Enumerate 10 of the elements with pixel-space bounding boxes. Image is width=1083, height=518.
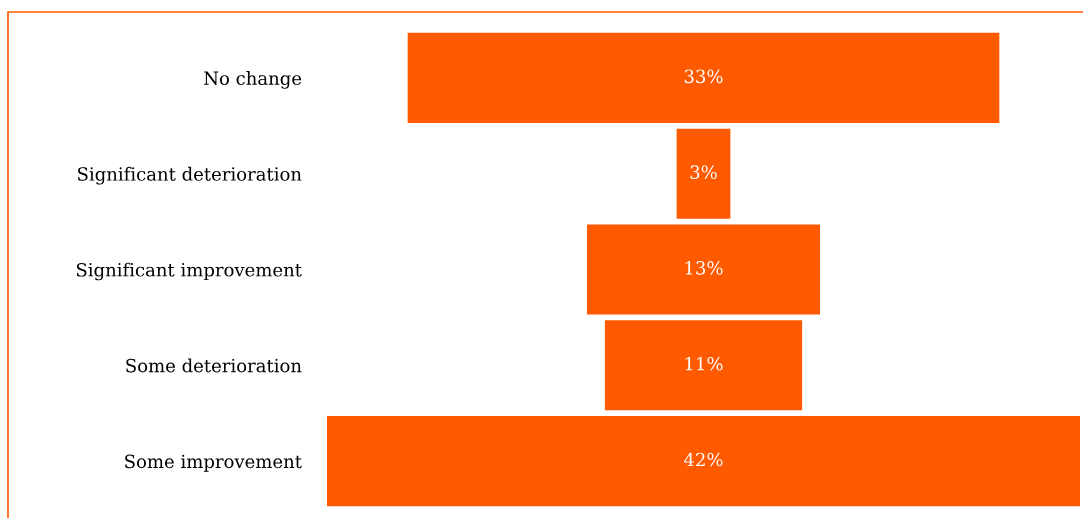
data-label: 13% [685,261,723,275]
data-label: 11% [685,356,723,371]
data-label: 33% [684,69,723,84]
category-label: Some improvement [125,454,302,472]
category-label: Significant deterioration [78,166,302,185]
data-label: 3% [690,165,717,179]
data-label: 42% [683,452,723,467]
category-label: No change [204,71,302,89]
category-label: Significant improvement [76,262,302,281]
category-label: Some deterioration [126,358,302,373]
